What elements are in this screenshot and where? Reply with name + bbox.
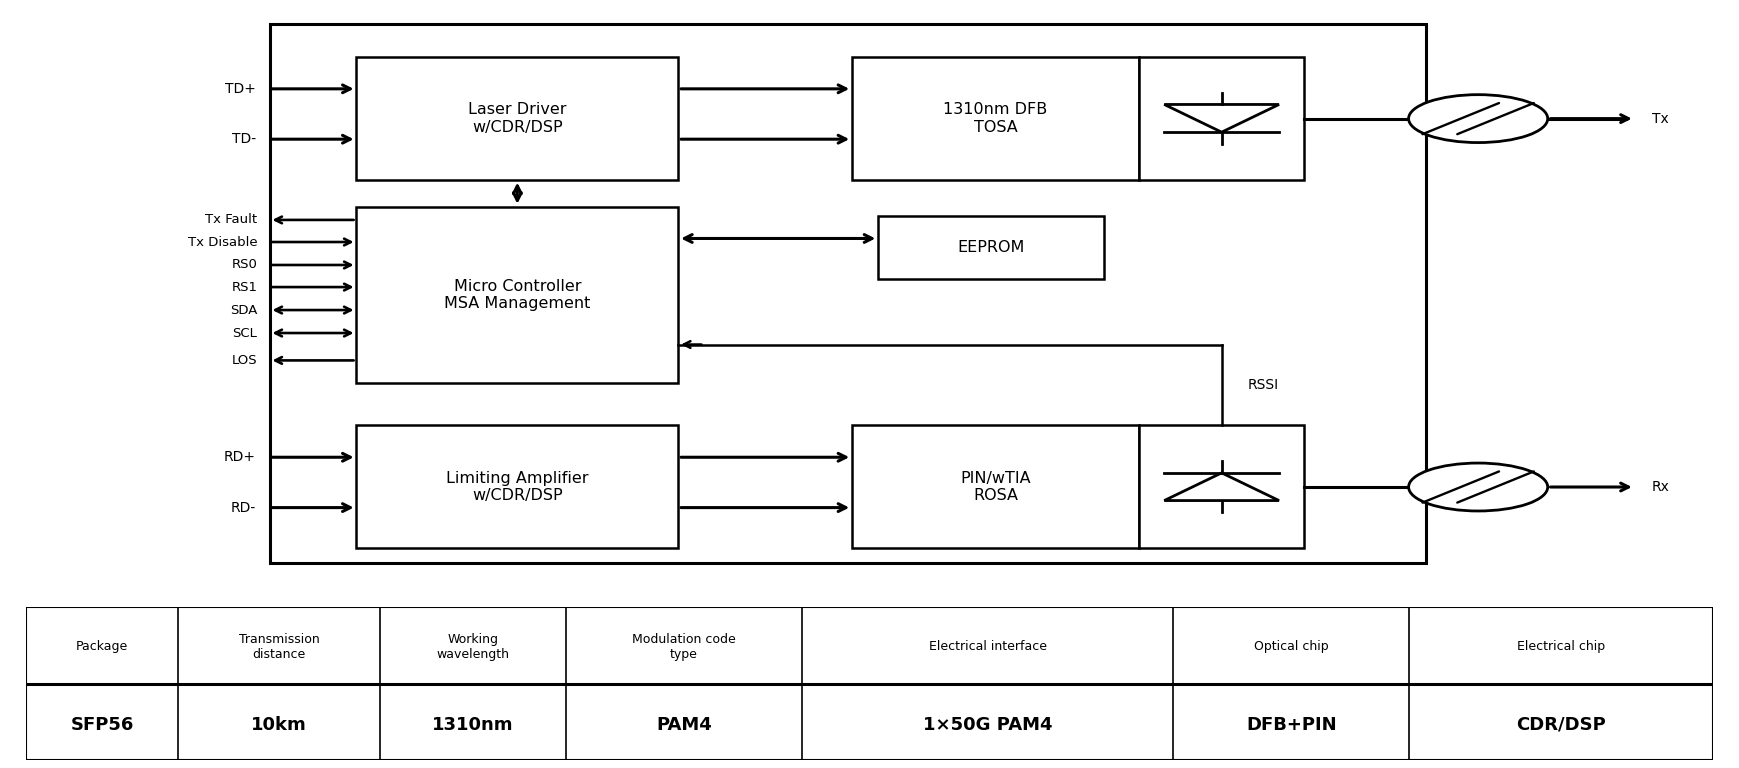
Text: CDR/DSP: CDR/DSP xyxy=(1516,716,1607,734)
Text: RS0: RS0 xyxy=(231,259,257,271)
Text: Tx Fault: Tx Fault xyxy=(205,214,257,227)
Text: Modulation code
type: Modulation code type xyxy=(631,633,736,660)
Text: 1×50G PAM4: 1×50G PAM4 xyxy=(923,716,1052,734)
Text: LOS: LOS xyxy=(231,354,257,367)
Text: 1310nm DFB
TOSA: 1310nm DFB TOSA xyxy=(944,102,1047,134)
Bar xyxy=(356,207,678,383)
Bar xyxy=(852,425,1139,548)
Text: Working
wavelength: Working wavelength xyxy=(436,633,510,660)
Text: TD-: TD- xyxy=(231,132,256,146)
Text: DFB+PIN: DFB+PIN xyxy=(1245,716,1337,734)
Text: Transmission
distance: Transmission distance xyxy=(238,633,320,660)
Text: Tx Disable: Tx Disable xyxy=(188,236,257,249)
Text: Limiting Amplifier
w/CDR/DSP: Limiting Amplifier w/CDR/DSP xyxy=(447,471,588,503)
Text: PIN/wTIA
ROSA: PIN/wTIA ROSA xyxy=(960,471,1031,503)
Text: RD+: RD+ xyxy=(224,450,256,464)
Text: 10km: 10km xyxy=(250,716,308,734)
Bar xyxy=(270,24,1426,563)
Bar xyxy=(1139,425,1304,548)
Text: Electrical chip: Electrical chip xyxy=(1516,641,1605,653)
Text: RSSI: RSSI xyxy=(1249,378,1278,392)
Circle shape xyxy=(1409,94,1548,143)
Bar xyxy=(852,57,1139,180)
Text: SCL: SCL xyxy=(233,326,257,339)
Text: Laser Driver
w/CDR/DSP: Laser Driver w/CDR/DSP xyxy=(468,102,567,134)
Bar xyxy=(878,216,1104,279)
Polygon shape xyxy=(1165,104,1280,132)
Text: Optical chip: Optical chip xyxy=(1254,641,1329,653)
Text: 1310nm: 1310nm xyxy=(433,716,513,734)
Circle shape xyxy=(1409,463,1548,511)
Text: Micro Controller
MSA Management: Micro Controller MSA Management xyxy=(443,279,591,311)
Text: RD-: RD- xyxy=(230,501,256,515)
Text: Rx: Rx xyxy=(1652,480,1669,494)
Text: TD+: TD+ xyxy=(224,82,256,96)
Text: Tx: Tx xyxy=(1652,111,1669,126)
Text: SFP56: SFP56 xyxy=(70,716,134,734)
Bar xyxy=(356,57,678,180)
Text: PAM4: PAM4 xyxy=(656,716,711,734)
Text: RS1: RS1 xyxy=(231,280,257,293)
Bar xyxy=(356,425,678,548)
Text: Electrical interface: Electrical interface xyxy=(929,641,1047,653)
Polygon shape xyxy=(1165,473,1280,501)
Bar xyxy=(1139,57,1304,180)
Text: SDA: SDA xyxy=(230,303,257,316)
Text: EEPROM: EEPROM xyxy=(958,240,1024,255)
Text: Package: Package xyxy=(77,641,129,653)
